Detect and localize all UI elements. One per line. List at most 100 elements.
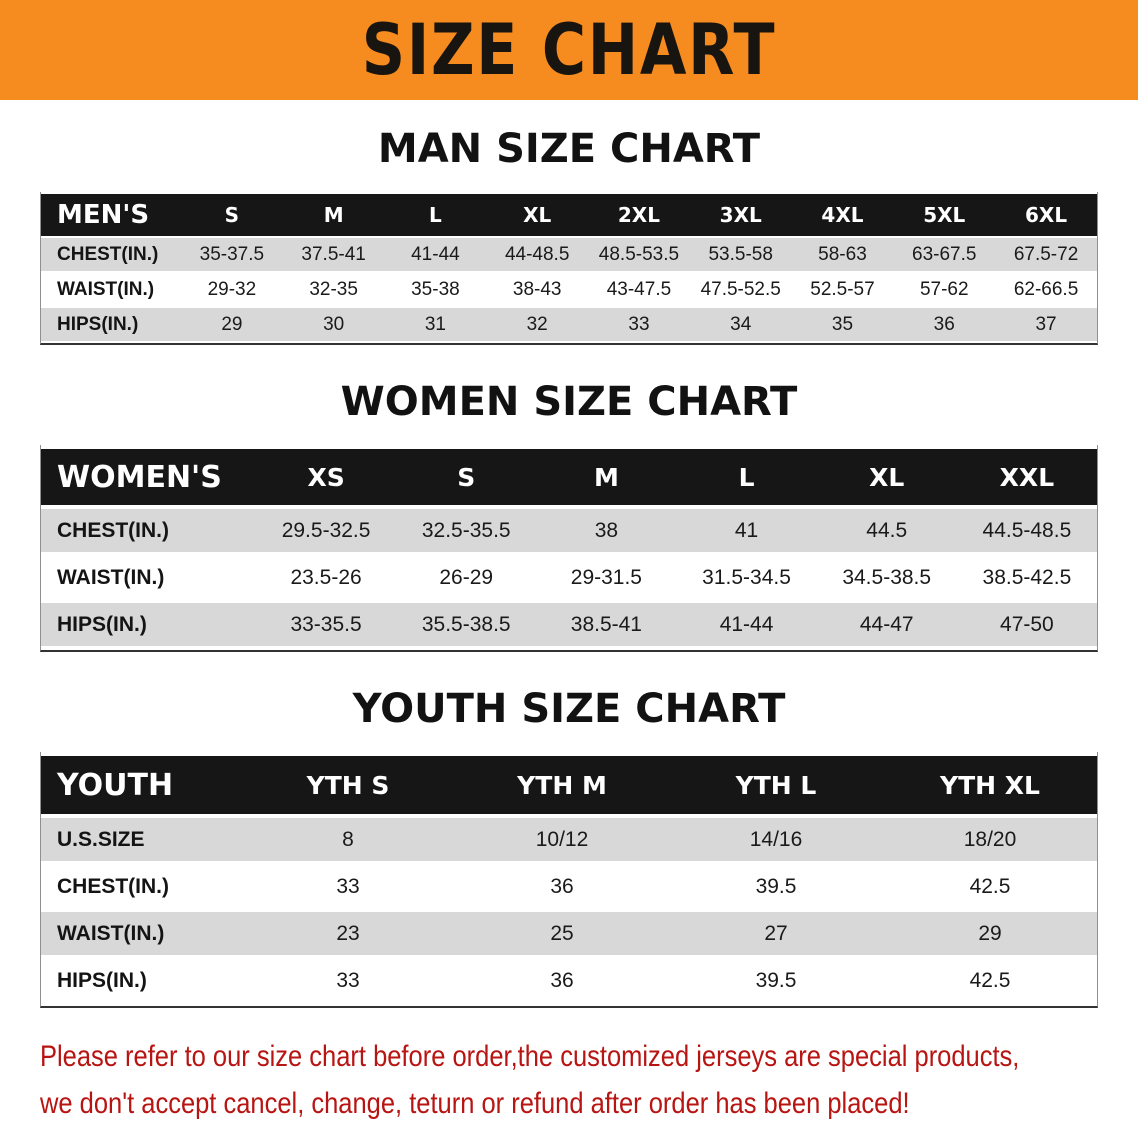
table-title-cell: MEN'S xyxy=(41,194,181,236)
value-cell: 37 xyxy=(995,308,1097,341)
table-row: HIPS(IN.) 33 36 39.5 42.5 xyxy=(41,959,1097,1002)
row-label-cell: CHEST(IN.) xyxy=(41,509,256,552)
value-cell: 34 xyxy=(689,308,792,341)
size-header-cell: 3XL xyxy=(689,194,792,236)
value-cell: 35-38 xyxy=(384,273,487,306)
womens-size-grid: WOMEN'S XS S M L XL XXL CHEST(IN.) 29.5-32.5 32.5… xyxy=(41,445,1097,650)
size-header-cell: YTH L xyxy=(669,756,883,814)
value-cell: 39.5 xyxy=(669,865,883,908)
row-label-cell: WAIST(IN.) xyxy=(41,556,256,599)
value-cell: 38.5-41 xyxy=(536,603,677,646)
table-title-cell: WOMEN'S xyxy=(41,449,256,505)
value-cell: 62-66.5 xyxy=(995,273,1097,306)
value-cell: 30 xyxy=(282,308,385,341)
value-cell: 31.5-34.5 xyxy=(676,556,817,599)
size-header-cell: M xyxy=(282,194,385,236)
youth-size-section: YOUTH SIZE CHART YOUTH YTH S YTH M YTH L YTH… xyxy=(0,686,1138,1008)
size-header-cell: 6XL xyxy=(995,194,1097,236)
table-header-row: YOUTH YTH S YTH M YTH L YTH XL xyxy=(41,756,1097,814)
row-label-cell: HIPS(IN.) xyxy=(41,603,256,646)
size-header-cell: 5XL xyxy=(893,194,996,236)
value-cell: 47-50 xyxy=(956,603,1097,646)
men-size-chart-heading: MAN SIZE CHART xyxy=(377,126,761,172)
value-cell: 29-31.5 xyxy=(536,556,677,599)
size-header-cell: YTH S xyxy=(241,756,455,814)
table-row: CHEST(IN.) 35-37.5 37.5-41 41-44 44-48.5 48.5… xyxy=(41,238,1097,271)
row-label-cell: WAIST(IN.) xyxy=(41,912,241,955)
value-cell: 38 xyxy=(536,509,677,552)
value-cell: 58-63 xyxy=(791,238,894,271)
value-cell: 39.5 xyxy=(669,959,883,1002)
table-row: CHEST(IN.) 33 36 39.5 42.5 xyxy=(41,865,1097,908)
value-cell: 29-32 xyxy=(181,273,283,306)
value-cell: 38.5-42.5 xyxy=(956,556,1097,599)
value-cell: 44-48.5 xyxy=(486,238,589,271)
value-cell: 33 xyxy=(588,308,690,341)
size-header-cell: 2XL xyxy=(588,194,690,236)
size-header-cell: XL xyxy=(486,194,589,236)
size-header-cell: XXL xyxy=(956,449,1097,505)
table-row: HIPS(IN.) 29 30 31 32 33 34 35 36 37 xyxy=(41,308,1097,341)
value-cell: 14/16 xyxy=(669,818,883,861)
size-header-cell: S xyxy=(396,449,537,505)
value-cell: 67.5-72 xyxy=(995,238,1097,271)
row-label-cell: WAIST(IN.) xyxy=(41,273,181,306)
table-row: WAIST(IN.) 29-32 32-35 35-38 38-43 43-47.5 47.… xyxy=(41,273,1097,306)
value-cell: 31 xyxy=(384,308,487,341)
row-label-cell: HIPS(IN.) xyxy=(41,308,181,341)
value-cell: 41 xyxy=(676,509,817,552)
value-cell: 33-35.5 xyxy=(256,603,397,646)
value-cell: 42.5 xyxy=(883,865,1097,908)
value-cell: 35 xyxy=(791,308,894,341)
value-cell: 57-62 xyxy=(893,273,996,306)
mens-size-grid: MEN'S S M L XL 2XL 3XL 4XL 5XL 6XL CHEST(IN.) 35-37… xyxy=(41,192,1097,343)
disclaimer: Please refer to our size chart before or… xyxy=(40,1034,1138,1127)
row-label-cell: HIPS(IN.) xyxy=(41,959,241,1002)
value-cell: 42.5 xyxy=(883,959,1097,1002)
value-cell: 10/12 xyxy=(455,818,669,861)
size-header-cell: XS xyxy=(256,449,397,505)
size-header-cell: S xyxy=(181,194,283,236)
value-cell: 32-35 xyxy=(282,273,385,306)
youth-size-table: YOUTH YTH S YTH M YTH L YTH XL U.S.SIZE 8 10/12… xyxy=(40,752,1098,1008)
table-title-cell: YOUTH xyxy=(41,756,241,814)
value-cell: 36 xyxy=(455,959,669,1002)
youth-size-chart-heading: YOUTH SIZE CHART xyxy=(352,686,786,732)
value-cell: 44.5-48.5 xyxy=(956,509,1097,552)
size-header-cell: M xyxy=(536,449,677,505)
row-label-cell: U.S.SIZE xyxy=(41,818,241,861)
value-cell: 35-37.5 xyxy=(181,238,283,271)
table-row: WAIST(IN.) 23 25 27 29 xyxy=(41,912,1097,955)
value-cell: 44.5 xyxy=(816,509,957,552)
value-cell: 37.5-41 xyxy=(282,238,385,271)
size-header-cell: XL xyxy=(816,449,957,505)
table-row: CHEST(IN.) 29.5-32.5 32.5-35.5 38 41 44.5 44.5… xyxy=(41,509,1097,552)
value-cell: 29 xyxy=(883,912,1097,955)
value-cell: 35.5-38.5 xyxy=(396,603,537,646)
table-header-row: MEN'S S M L XL 2XL 3XL 4XL 5XL 6XL xyxy=(41,194,1097,236)
row-label-cell: CHEST(IN.) xyxy=(41,865,241,908)
value-cell: 26-29 xyxy=(396,556,537,599)
size-chart-banner: SIZE CHART xyxy=(0,0,1138,100)
size-chart-title: SIZE CHART xyxy=(361,9,777,91)
value-cell: 29 xyxy=(181,308,283,341)
size-header-cell: YTH XL xyxy=(883,756,1097,814)
women-size-section: WOMEN SIZE CHART WOMEN'S XS S M L XL XXL CHEST(… xyxy=(0,379,1138,652)
value-cell: 34.5-38.5 xyxy=(816,556,957,599)
value-cell: 63-67.5 xyxy=(893,238,996,271)
value-cell: 44-47 xyxy=(816,603,957,646)
disclaimer-line-2: we don't accept cancel, change, teturn o… xyxy=(40,1086,910,1120)
value-cell: 18/20 xyxy=(883,818,1097,861)
value-cell: 41-44 xyxy=(676,603,817,646)
disclaimer-line-1: Please refer to our size chart before or… xyxy=(40,1040,1020,1073)
value-cell: 29.5-32.5 xyxy=(256,509,397,552)
value-cell: 38-43 xyxy=(486,273,589,306)
value-cell: 53.5-58 xyxy=(689,238,792,271)
size-header-cell: L xyxy=(676,449,817,505)
value-cell: 23.5-26 xyxy=(256,556,397,599)
value-cell: 32 xyxy=(486,308,589,341)
women-size-table: WOMEN'S XS S M L XL XXL CHEST(IN.) 29.5-32.5 32.5… xyxy=(40,445,1098,652)
table-row: HIPS(IN.) 33-35.5 35.5-38.5 38.5-41 41-44 44-… xyxy=(41,603,1097,646)
value-cell: 48.5-53.5 xyxy=(588,238,690,271)
value-cell: 33 xyxy=(241,959,455,1002)
